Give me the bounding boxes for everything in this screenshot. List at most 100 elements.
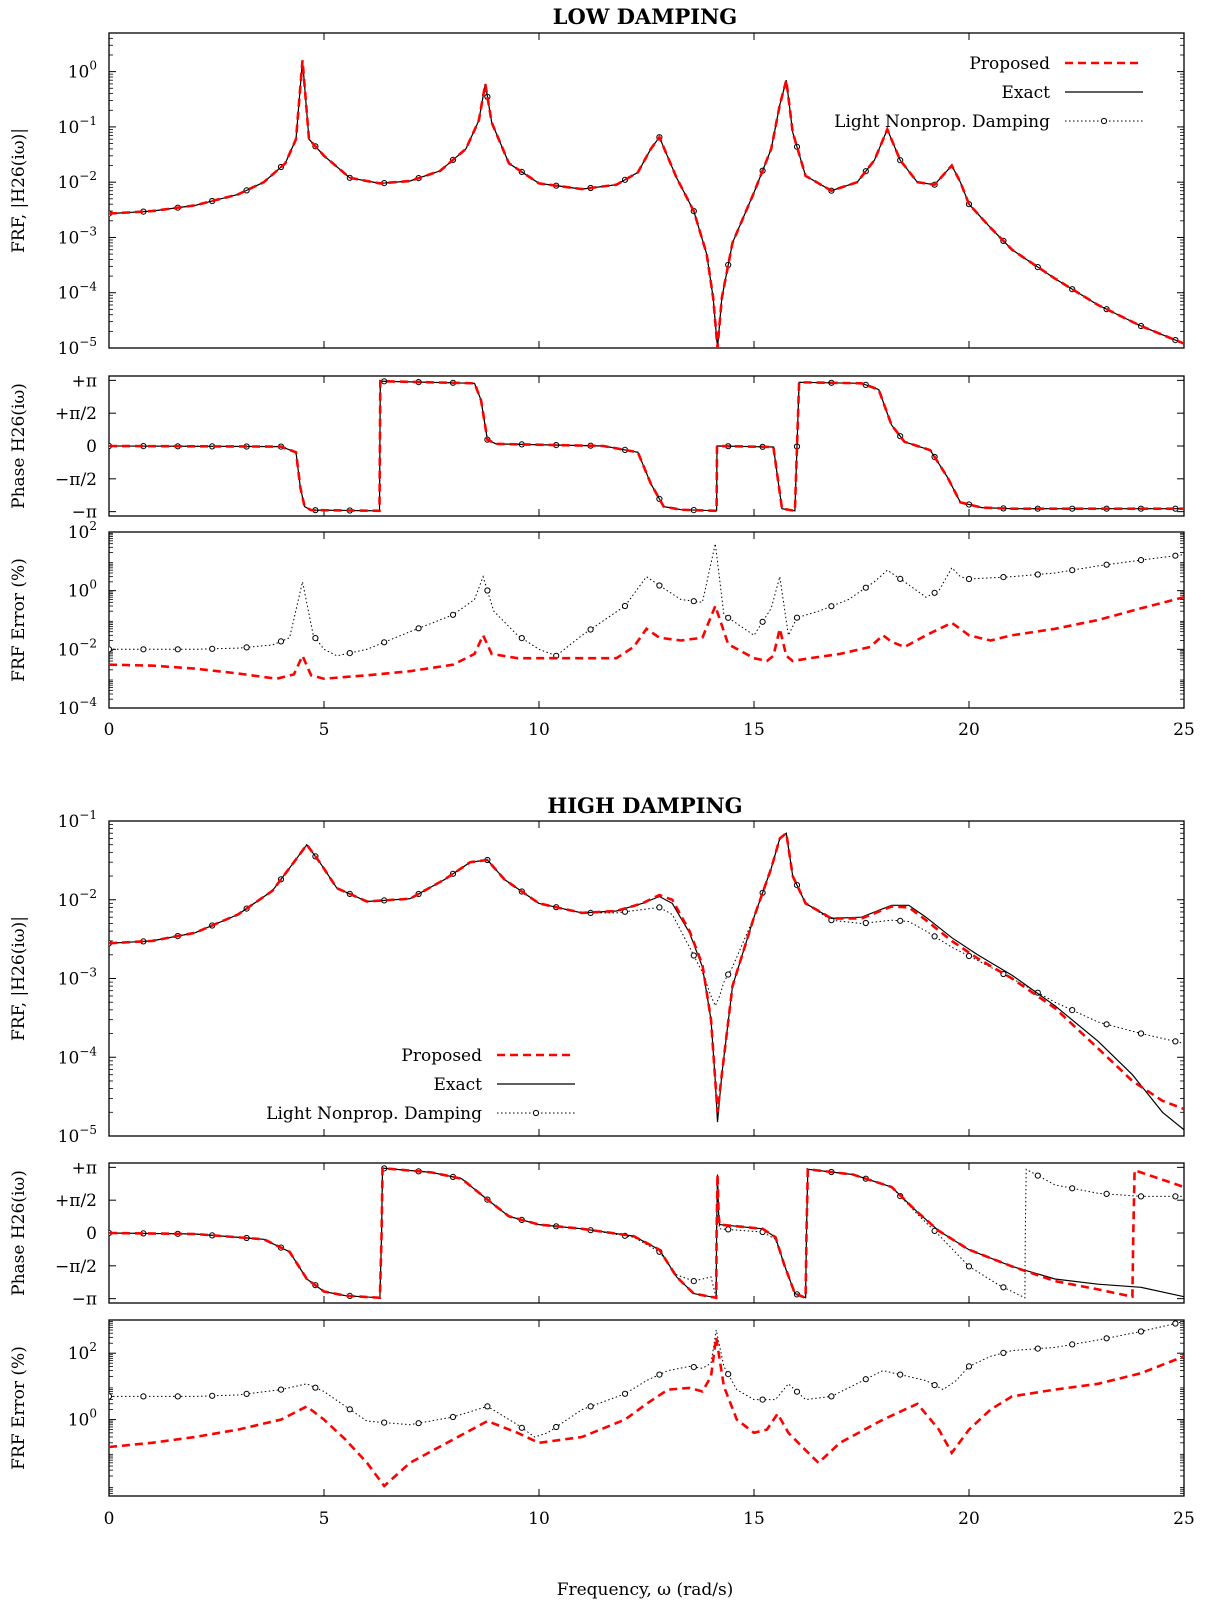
series-marker	[1034, 1345, 1041, 1352]
y-axis-label: Phase H26(iω)	[9, 1170, 29, 1296]
series-marker	[346, 650, 353, 657]
series-marker	[897, 917, 904, 924]
series-marker	[1069, 1007, 1076, 1014]
series-marker	[518, 635, 525, 642]
series-marker	[587, 1403, 594, 1410]
series-marker	[277, 1386, 285, 1393]
panel-0-2: 0 5 10 15 20 25 102 100 10−2 10−4 FRF Error (%)	[9, 519, 1195, 740]
series-line-light-nonprop-damping	[109, 1167, 1184, 1299]
series-marker	[1137, 557, 1145, 564]
series-marker	[174, 1393, 181, 1400]
y-tick-label: +π	[72, 1158, 97, 1178]
y-tick-label: 100	[68, 59, 97, 83]
y-tick-label: −π	[72, 1290, 97, 1310]
y-tick-label: −π/2	[55, 1257, 97, 1277]
series-marker	[656, 1371, 663, 1378]
series-marker	[484, 1403, 491, 1410]
y-tick-label: 10−1	[58, 808, 97, 832]
series-marker	[828, 1393, 835, 1400]
series-marker	[1069, 1341, 1076, 1348]
series-marker	[690, 598, 697, 605]
panel-0-1: +π +π/2 0 −π/2 −π Phase H26(iω)	[9, 371, 1185, 523]
series-line-proposed	[109, 830, 1184, 1113]
y-axis-label: FRF, |H26(iω)|	[9, 916, 29, 1041]
legend-label-proposed: Proposed	[401, 1046, 482, 1066]
x-tick-label: 5	[319, 1509, 330, 1529]
y-tick-label: 100	[68, 578, 97, 602]
x-tick-label: 5	[319, 720, 330, 740]
series-line-exact	[109, 832, 1184, 1131]
y-tick-label: 10−5	[58, 1123, 97, 1147]
series-marker	[931, 1382, 938, 1389]
y-tick-label: 10−1	[58, 114, 97, 138]
series-marker	[140, 1393, 147, 1400]
y-axis-label: Phase H26(iω)	[9, 383, 29, 509]
y-axis-label: FRF Error (%)	[9, 1346, 29, 1470]
series-marker	[965, 1363, 973, 1370]
legend-label-light-nonprop-damping: Light Nonprop. Damping	[266, 1104, 482, 1124]
y-tick-label: 10−4	[58, 280, 98, 304]
series-line-proposed	[109, 1337, 1184, 1488]
y-tick-label: 10−3	[58, 966, 97, 990]
panel-frame	[108, 1319, 1185, 1497]
series-marker	[793, 614, 801, 621]
series-marker	[897, 1371, 904, 1378]
x-axis-label: Frequency, ω (rad/s)	[557, 1580, 734, 1600]
y-tick-label: +π/2	[55, 1191, 97, 1211]
series-marker	[209, 645, 216, 652]
series-marker	[1172, 552, 1179, 559]
y-tick-label: 10−2	[58, 887, 97, 911]
series-marker	[1000, 1349, 1007, 1357]
x-tick-label: 10	[528, 1509, 550, 1529]
series-marker	[897, 575, 904, 583]
series-marker	[415, 1420, 422, 1427]
y-tick-label: −π	[72, 503, 97, 523]
series-marker	[381, 1419, 388, 1426]
series-group	[109, 1320, 1184, 1488]
series-marker	[1103, 1335, 1110, 1342]
series-marker	[209, 1392, 216, 1399]
series-marker	[1034, 571, 1041, 578]
legend-0: Proposed Exact Light Nonprop. Damping	[834, 54, 1143, 132]
x-tick-label: 20	[958, 1509, 980, 1529]
legend-label-exact: Exact	[1002, 83, 1051, 103]
series-marker	[346, 1406, 353, 1413]
series-marker	[518, 1424, 525, 1431]
series-marker	[793, 1388, 801, 1395]
series-marker	[109, 1393, 113, 1400]
panel-frame	[108, 531, 1185, 709]
x-tick-label: 10	[528, 720, 550, 740]
series-line-proposed	[109, 60, 1184, 348]
series-marker	[690, 952, 697, 959]
series-marker	[965, 575, 973, 583]
y-axis-label: FRF, |H26(iω)|	[9, 128, 29, 253]
series-marker	[621, 1390, 629, 1397]
series-marker	[725, 971, 732, 978]
series-marker	[174, 646, 181, 653]
series-marker	[449, 1413, 457, 1421]
series-marker	[931, 933, 938, 940]
series-marker	[1000, 574, 1007, 581]
series-group	[109, 543, 1184, 681]
legend-label-exact: Exact	[434, 1075, 483, 1095]
series-marker	[725, 1371, 732, 1378]
series-line-light-nonprop-damping	[109, 1321, 1184, 1438]
panel-frame	[108, 1162, 1185, 1304]
low-damping-title: LOW DAMPING	[553, 4, 737, 29]
panel-frame	[108, 820, 1185, 1137]
series-line-proposed	[109, 1166, 1184, 1300]
y-tick-label: −π/2	[55, 470, 97, 490]
series-group	[109, 1165, 1184, 1300]
y-tick-label: 102	[68, 1340, 97, 1364]
series-marker	[1000, 1284, 1007, 1291]
series-marker	[862, 919, 869, 927]
x-tick-label: 25	[1173, 720, 1195, 740]
legend-label-light-nonprop-damping: Light Nonprop. Damping	[834, 112, 1050, 132]
series-marker	[243, 1390, 250, 1398]
y-tick-label: 10−2	[58, 636, 97, 660]
panel-1-2: 0 5 10 15 20 25 102 100 FRF Error (%)	[9, 1319, 1195, 1529]
series-line-light-nonprop-damping	[109, 60, 1184, 348]
y-tick-label: 100	[68, 1407, 97, 1431]
series-marker	[312, 1384, 319, 1391]
